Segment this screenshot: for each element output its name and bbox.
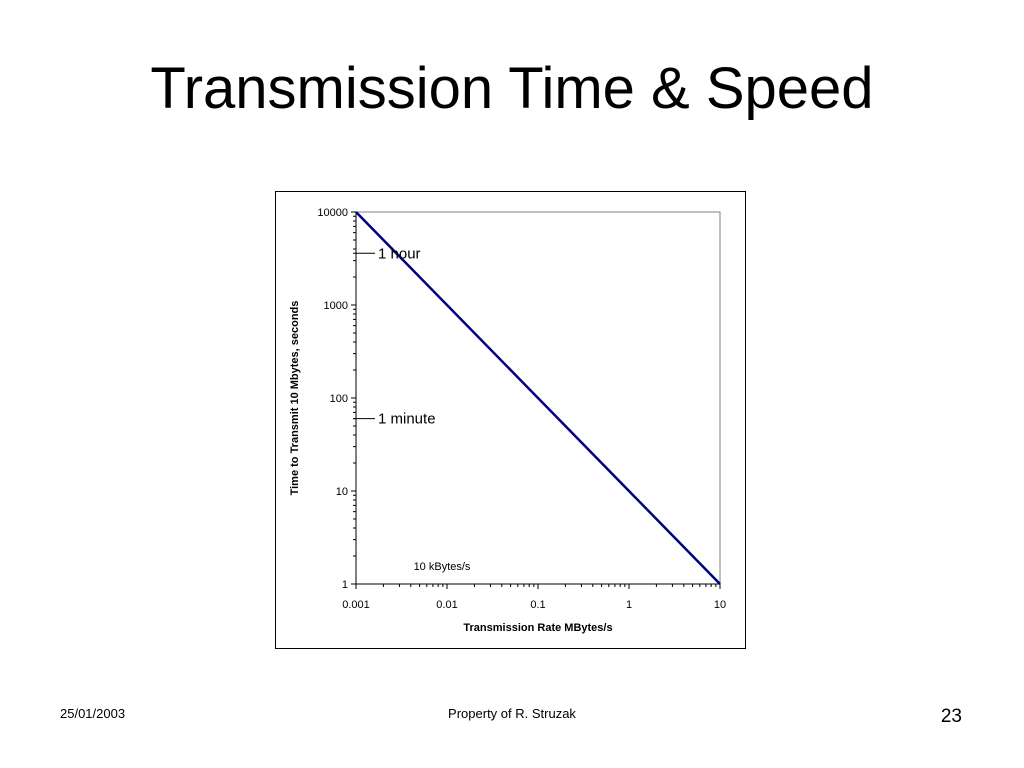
- chart-frame: [275, 191, 746, 649]
- x-tick-label: 1: [626, 599, 632, 611]
- chart: 1 10 100 1000 10000 0.001 0.01 0.1 1 10 Transmissi…: [289, 207, 726, 634]
- x-tick-label: 10: [714, 599, 726, 611]
- y-tick-label: 100: [330, 393, 348, 405]
- series-line: [355, 211, 721, 585]
- slide-title: Transmission Time & Speed: [150, 56, 874, 121]
- y-tick-label: 1: [342, 579, 348, 591]
- footer-date: 25/01/2003: [60, 706, 126, 721]
- x-tick-label: 0.001: [342, 599, 370, 611]
- y-tick-label: 10: [336, 486, 348, 498]
- annotation-label: 1 hour: [378, 245, 421, 262]
- page-number: 23: [940, 706, 962, 727]
- y-tick-label: 10000: [317, 207, 348, 219]
- x-tick-label: 0.01: [436, 599, 457, 611]
- x-tick-label: 0.1: [530, 599, 545, 611]
- annotation-label: 1 minute: [378, 411, 436, 428]
- x-axis-label: Transmission Rate MBytes/s: [463, 622, 612, 634]
- y-axis-label: Time to Transmit 10 Mbytes, seconds: [289, 301, 301, 496]
- annotation-label: 10 kBytes/s: [414, 561, 471, 573]
- y-tick-label: 1000: [324, 300, 348, 312]
- footer-owner: Property of R. Struzak: [448, 706, 576, 721]
